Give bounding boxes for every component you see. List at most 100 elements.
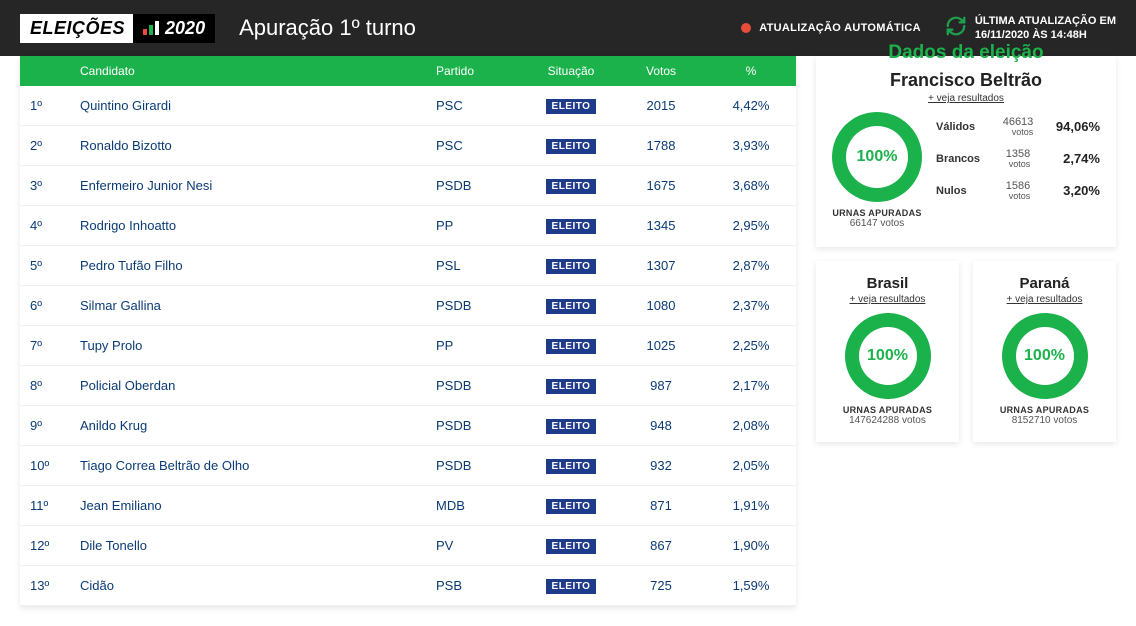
region-total-votes: 8152710 votos (1012, 415, 1078, 426)
auto-update-label: ATUALIZAÇÃO AUTOMÁTICA (759, 22, 921, 34)
region-name: Brasil (867, 275, 909, 292)
page-title: Apuração 1º turno (239, 15, 717, 41)
cell-rank: 2º (20, 126, 70, 166)
region-cards: Brasil+ veja resultados100%URNAS APURADA… (816, 261, 1116, 442)
cell-status: ELEITO (526, 166, 616, 206)
results-table: Candidato Partido Situação Votos % 1ºQui… (20, 56, 796, 606)
region-name: Paraná (1019, 275, 1069, 292)
cell-pct: 2,08% (706, 406, 796, 446)
stat-count: 1586votos (1006, 180, 1030, 202)
table-row[interactable]: 4ºRodrigo InhoattoPPELEITO13452,95% (20, 206, 796, 246)
cell-candidate: Silmar Gallina (70, 286, 426, 326)
cell-candidate: Ronaldo Bizotto (70, 126, 426, 166)
col-pct: % (706, 56, 796, 86)
cell-rank: 10º (20, 446, 70, 486)
cell-candidate: Anildo Krug (70, 406, 426, 446)
cell-votes: 725 (616, 566, 706, 606)
cell-rank: 3º (20, 166, 70, 206)
urnas-label: URNAS APURADAS (1000, 405, 1089, 415)
cell-rank: 5º (20, 246, 70, 286)
cell-candidate: Jean Emiliano (70, 486, 426, 526)
col-votes: Votos (616, 56, 706, 86)
urnas-label: URNAS APURADAS (832, 208, 921, 218)
cell-status: ELEITO (526, 486, 616, 526)
table-row[interactable]: 3ºEnfermeiro Junior NesiPSDBELEITO16753,… (20, 166, 796, 206)
table-row[interactable]: 12ºDile TonelloPVELEITO8671,90% (20, 526, 796, 566)
results-table-wrap: Candidato Partido Situação Votos % 1ºQui… (20, 56, 796, 606)
status-badge: ELEITO (546, 179, 597, 194)
status-badge: ELEITO (546, 259, 597, 274)
refresh-icon (945, 15, 967, 41)
cell-rank: 8º (20, 366, 70, 406)
city-donut-wrap: 100% URNAS APURADAS 66147 votos (832, 112, 922, 229)
content: Candidato Partido Situação Votos % 1ºQui… (0, 56, 1136, 626)
table-row[interactable]: 7ºTupy ProloPPELEITO10252,25% (20, 326, 796, 366)
table-row[interactable]: 5ºPedro Tufão FilhoPSLELEITO13072,87% (20, 246, 796, 286)
cell-status: ELEITO (526, 406, 616, 446)
cell-candidate: Tiago Correa Beltrão de Olho (70, 446, 426, 486)
cell-pct: 4,42% (706, 86, 796, 126)
see-results-link[interactable]: + veja resultados (850, 294, 926, 305)
cell-party: PSDB (426, 366, 526, 406)
stat-pct: 94,06% (1050, 119, 1100, 134)
col-candidate: Candidato (70, 56, 426, 86)
see-results-link[interactable]: + veja resultados (832, 93, 1100, 104)
table-row[interactable]: 11ºJean EmilianoMDBELEITO8711,91% (20, 486, 796, 526)
last-update-text: ÚLTIMA ATUALIZAÇÃO EM 16/11/2020 ÀS 14:4… (975, 14, 1116, 43)
cell-votes: 987 (616, 366, 706, 406)
status-badge: ELEITO (546, 379, 597, 394)
cell-candidate: Enfermeiro Junior Nesi (70, 166, 426, 206)
stat-pct: 2,74% (1050, 151, 1100, 166)
cell-status: ELEITO (526, 526, 616, 566)
see-results-link[interactable]: + veja resultados (1007, 294, 1083, 305)
status-badge: ELEITO (546, 299, 597, 314)
city-name: Francisco Beltrão (832, 70, 1100, 91)
table-row[interactable]: 9ºAnildo KrugPSDBELEITO9482,08% (20, 406, 796, 446)
cell-party: PP (426, 206, 526, 246)
cell-rank: 9º (20, 406, 70, 446)
cell-votes: 1025 (616, 326, 706, 366)
logo: ELEIÇÕES 2020 (20, 14, 215, 43)
cell-pct: 2,95% (706, 206, 796, 246)
urnas-label: URNAS APURADAS (843, 405, 932, 415)
table-row[interactable]: 1ºQuintino GirardiPSCELEITO20154,42% (20, 86, 796, 126)
status-badge: ELEITO (546, 539, 597, 554)
cell-votes: 1307 (616, 246, 706, 286)
col-status: Situação (526, 56, 616, 86)
cell-votes: 871 (616, 486, 706, 526)
logo-year: 2020 (165, 18, 205, 39)
last-update-line1: ÚLTIMA ATUALIZAÇÃO EM (975, 14, 1116, 28)
cell-pct: 1,59% (706, 566, 796, 606)
cell-status: ELEITO (526, 246, 616, 286)
cell-candidate: Tupy Prolo (70, 326, 426, 366)
cell-rank: 7º (20, 326, 70, 366)
cell-status: ELEITO (526, 86, 616, 126)
table-row[interactable]: 2ºRonaldo BizottoPSCELEITO17883,93% (20, 126, 796, 166)
region-card: Brasil+ veja resultados100%URNAS APURADA… (816, 261, 959, 442)
table-row[interactable]: 10ºTiago Correa Beltrão de OlhoPSDBELEIT… (20, 446, 796, 486)
stat-row: Brancos1358votos2,74% (936, 148, 1100, 170)
cell-votes: 948 (616, 406, 706, 446)
table-row[interactable]: 8ºPolicial OberdanPSDBELEITO9872,17% (20, 366, 796, 406)
city-stats: Válidos46613votos94,06%Brancos1358votos2… (936, 116, 1100, 202)
status-badge: ELEITO (546, 499, 597, 514)
cell-rank: 12º (20, 526, 70, 566)
city-total-votes: 66147 votos (850, 218, 905, 229)
cell-party: PSDB (426, 406, 526, 446)
election-data-card: Dados da eleição Francisco Beltrão + vej… (816, 56, 1116, 247)
col-rank (20, 56, 70, 86)
cell-rank: 11º (20, 486, 70, 526)
cell-party: MDB (426, 486, 526, 526)
stat-count: 46613votos (1003, 116, 1034, 138)
table-header-row: Candidato Partido Situação Votos % (20, 56, 796, 86)
status-badge: ELEITO (546, 339, 597, 354)
table-row[interactable]: 13ºCidãoPSBELEITO7251,59% (20, 566, 796, 606)
cell-pct: 2,05% (706, 446, 796, 486)
stat-pct: 3,20% (1050, 183, 1100, 198)
region-card: Paraná+ veja resultados100%URNAS APURADA… (973, 261, 1116, 442)
table-row[interactable]: 6ºSilmar GallinaPSDBELEITO10802,37% (20, 286, 796, 326)
status-badge: ELEITO (546, 99, 597, 114)
stat-label: Nulos (936, 185, 986, 197)
logo-word: ELEIÇÕES (20, 14, 133, 43)
cell-pct: 1,90% (706, 526, 796, 566)
